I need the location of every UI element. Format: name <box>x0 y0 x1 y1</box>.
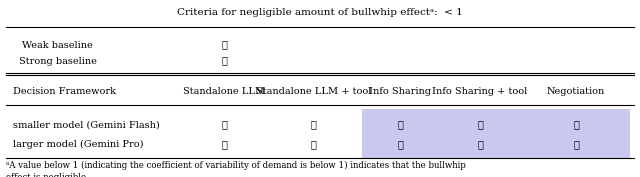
Text: smaller model (Gemini Flash): smaller model (Gemini Flash) <box>13 120 159 129</box>
Text: ✗: ✗ <box>310 120 317 129</box>
Text: Decision Framework: Decision Framework <box>13 87 116 96</box>
Text: ✓: ✓ <box>221 57 227 65</box>
Text: ✓: ✓ <box>573 120 579 129</box>
Text: Info Sharing + tool: Info Sharing + tool <box>433 87 527 96</box>
Text: ✓: ✓ <box>477 120 483 129</box>
FancyBboxPatch shape <box>362 109 630 158</box>
Text: Negotiation: Negotiation <box>547 87 605 96</box>
Text: ✓: ✓ <box>221 120 227 129</box>
Text: ✓: ✓ <box>397 120 403 129</box>
Text: ✓: ✓ <box>477 140 483 149</box>
Text: Standalone LLM: Standalone LLM <box>183 87 265 96</box>
Text: ✗: ✗ <box>221 41 227 50</box>
Text: Info Sharing: Info Sharing <box>369 87 431 96</box>
Text: Weak baseline: Weak baseline <box>22 41 93 50</box>
Text: ✓: ✓ <box>397 140 403 149</box>
Text: ✗: ✗ <box>221 140 227 149</box>
Text: ✓: ✓ <box>573 140 579 149</box>
Text: larger model (Gemini Pro): larger model (Gemini Pro) <box>13 140 143 149</box>
Text: Standalone LLM + tool: Standalone LLM + tool <box>256 87 371 96</box>
Text: Strong baseline: Strong baseline <box>19 57 97 65</box>
Text: ᵃA value below 1 (indicating the coefficient of variability of demand is below 1: ᵃA value below 1 (indicating the coeffic… <box>6 161 466 177</box>
Text: Criteria for negligible amount of bullwhip effectᵃ:  < 1: Criteria for negligible amount of bullwh… <box>177 8 463 17</box>
Text: ✗: ✗ <box>310 140 317 149</box>
